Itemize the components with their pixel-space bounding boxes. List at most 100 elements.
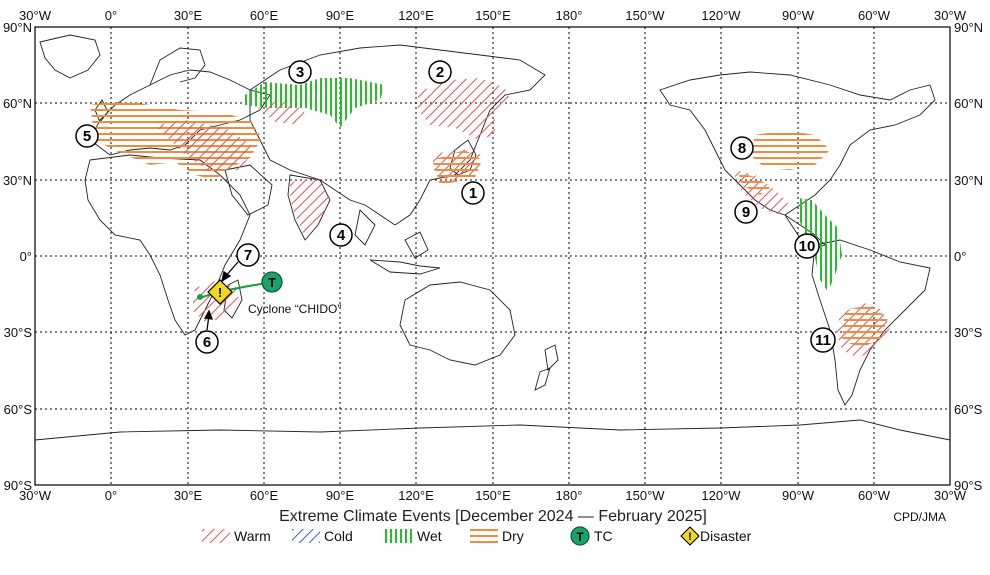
svg-text:6: 6 xyxy=(203,334,211,351)
svg-text:10: 10 xyxy=(799,238,816,255)
svg-text:Warm: Warm xyxy=(234,528,271,544)
svg-text:90°E: 90°E xyxy=(326,488,355,503)
svg-text:Wet: Wet xyxy=(417,528,442,544)
svg-text:90°S: 90°S xyxy=(954,478,983,493)
svg-text:60°E: 60°E xyxy=(250,488,279,503)
legend-item-dry: Dry xyxy=(470,528,524,544)
svg-text:Dry: Dry xyxy=(502,528,524,544)
event-area-8-dry xyxy=(750,130,830,170)
svg-text:3: 3 xyxy=(296,64,304,81)
svg-text:90°N: 90°N xyxy=(954,20,983,35)
disaster-legend-icon xyxy=(680,526,700,546)
svg-text:30°N: 30°N xyxy=(3,173,32,188)
svg-text:30°S: 30°S xyxy=(4,325,33,340)
svg-text:TC: TC xyxy=(594,528,613,544)
svg-text:0°: 0° xyxy=(105,488,117,503)
svg-text:T: T xyxy=(576,530,584,544)
svg-text:120°W: 120°W xyxy=(701,488,741,503)
legend-item-cold: Cold xyxy=(292,528,353,544)
svg-text:90°E: 90°E xyxy=(326,8,355,23)
cyclone-label: Cyclone “CHIDO” xyxy=(248,302,341,316)
svg-text:60°W: 60°W xyxy=(858,488,891,503)
svg-text:60°S: 60°S xyxy=(954,402,983,417)
svg-text:150°E: 150°E xyxy=(475,488,511,503)
svg-text:150°W: 150°W xyxy=(625,8,665,23)
event-marker-9: 9 xyxy=(734,200,758,224)
event-area-1-dry xyxy=(432,150,482,185)
event-area-2-warm xyxy=(418,78,510,140)
svg-text:0°: 0° xyxy=(105,8,117,23)
svg-text:150°W: 150°W xyxy=(625,488,665,503)
svg-text:90°N: 90°N xyxy=(3,20,32,35)
cyclone-track: T ! Cyclone “CHIDO” xyxy=(197,271,341,316)
svg-text:90°W: 90°W xyxy=(782,488,815,503)
svg-text:7: 7 xyxy=(244,247,252,264)
lat-ticks-left: 90°N 60°N 30°N 0° 30°S 60°S 90°S xyxy=(3,20,32,493)
event-marker-5: 5 xyxy=(75,124,99,148)
svg-text:60°S: 60°S xyxy=(4,402,33,417)
pointer-arrows xyxy=(203,261,239,331)
svg-text:Disaster: Disaster xyxy=(700,528,752,544)
legend-item-warm: Warm xyxy=(202,528,271,544)
legend-item-wet: Wet xyxy=(385,528,442,544)
svg-text:120°W: 120°W xyxy=(701,8,741,23)
svg-text:30°E: 30°E xyxy=(174,488,203,503)
event-area-10-wet xyxy=(798,198,842,292)
event-areas xyxy=(90,78,890,358)
tc-icon xyxy=(261,271,283,293)
svg-text:8: 8 xyxy=(738,140,746,157)
event-area-5-warm xyxy=(155,120,255,172)
credit: CPD/JMA xyxy=(893,510,946,524)
svg-text:60°N: 60°N xyxy=(3,96,32,111)
event-marker-4: 4 xyxy=(329,223,353,247)
svg-text:150°E: 150°E xyxy=(475,8,511,23)
event-area-11-dry xyxy=(842,305,888,348)
svg-text:30°S: 30°S xyxy=(954,325,983,340)
svg-text:5: 5 xyxy=(83,128,91,145)
svg-text:1: 1 xyxy=(469,185,477,202)
map-title: Extreme Climate Events [December 2024 — … xyxy=(279,508,707,525)
event-marker-1: 1 xyxy=(461,181,485,205)
svg-text:2: 2 xyxy=(436,64,444,81)
event-marker-11: 11 xyxy=(810,327,836,353)
svg-text:180°: 180° xyxy=(556,488,583,503)
legend-item-tc: T TC xyxy=(570,526,613,546)
svg-text:60°W: 60°W xyxy=(858,8,891,23)
lon-ticks-bottom: 30°W 0° 30°E 60°E 90°E 120°E 150°E 180° … xyxy=(19,488,967,503)
event-marker-10: 10 xyxy=(794,233,820,259)
svg-text:30°N: 30°N xyxy=(954,173,983,188)
event-markers: 1 2 3 4 5 6 7 8 9 10 11 xyxy=(75,60,836,354)
event-area-3-warm xyxy=(258,100,305,125)
event-area-9-dry xyxy=(738,172,770,195)
event-area-4-warm xyxy=(290,178,330,238)
svg-text:9: 9 xyxy=(742,204,750,221)
event-marker-6: 6 xyxy=(195,330,219,354)
svg-text:4: 4 xyxy=(337,227,346,244)
legend: Warm Cold Wet Dry T TC ! Disaster xyxy=(202,526,752,546)
tc-legend-icon xyxy=(570,526,590,546)
svg-text:120°E: 120°E xyxy=(398,8,434,23)
event-marker-7: 7 xyxy=(236,243,260,267)
disaster-icon-label: ! xyxy=(218,285,222,300)
svg-text:90°W: 90°W xyxy=(782,8,815,23)
svg-text:30°W: 30°W xyxy=(19,488,52,503)
event-marker-2: 2 xyxy=(428,60,452,84)
svg-text:0°: 0° xyxy=(20,249,32,264)
svg-text:Cold: Cold xyxy=(324,528,353,544)
svg-text:0°: 0° xyxy=(954,249,966,264)
event-marker-8: 8 xyxy=(730,136,754,160)
svg-text:30°W: 30°W xyxy=(934,488,967,503)
legend-item-disaster: ! Disaster xyxy=(680,526,752,546)
svg-text:180°: 180° xyxy=(556,8,583,23)
event-area-3-wet xyxy=(245,78,385,128)
lon-ticks-top: 30°W 0° 30°E 60°E 90°E 120°E 150°E 180° … xyxy=(19,8,967,23)
svg-text:30°W: 30°W xyxy=(19,8,52,23)
svg-text:60°N: 60°N xyxy=(954,96,983,111)
disaster-icon xyxy=(207,279,233,305)
svg-text:11: 11 xyxy=(815,332,831,349)
event-marker-3: 3 xyxy=(288,60,312,84)
lat-ticks-right: 90°N 60°N 30°N 0° 30°S 60°S 90°S xyxy=(954,20,983,493)
svg-text:120°E: 120°E xyxy=(398,488,434,503)
svg-text:90°S: 90°S xyxy=(4,478,33,493)
